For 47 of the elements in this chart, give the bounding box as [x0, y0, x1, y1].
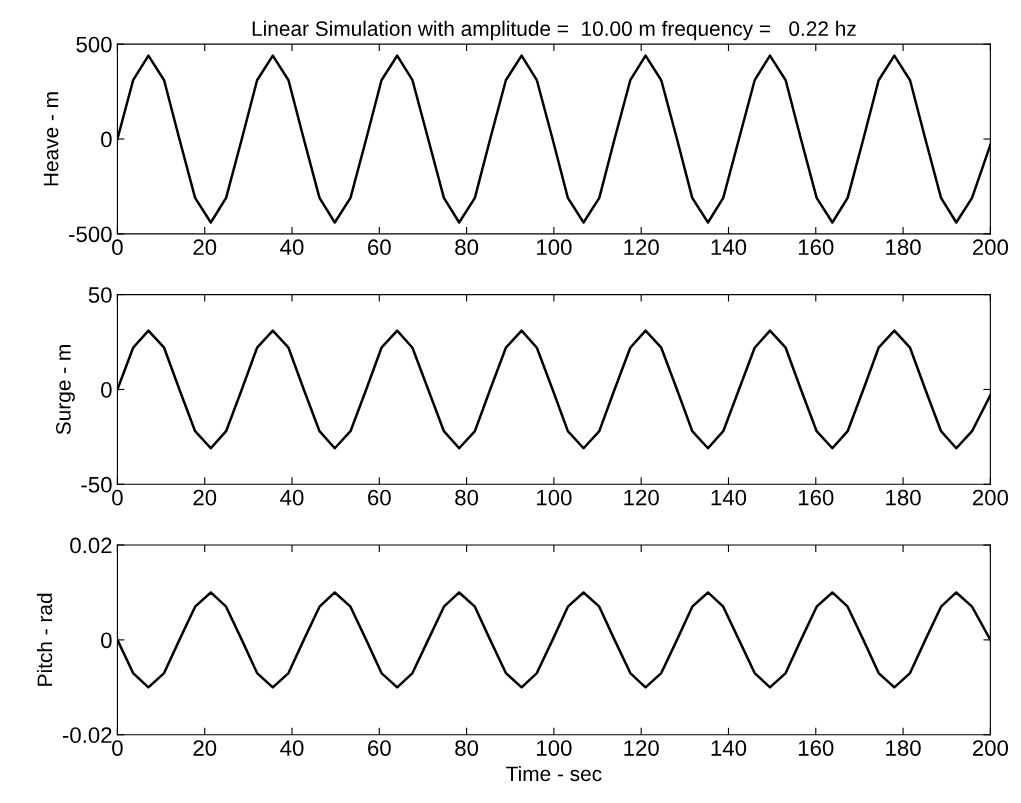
y-tick-label: -500 [69, 226, 112, 243]
x-tick-label: 140 [711, 740, 747, 756]
x-tick-label: 0 [112, 239, 123, 256]
x-tick-label: 120 [624, 740, 659, 756]
y-tick-label: 0.02 [70, 537, 112, 554]
y-tick-label: -0.02 [62, 727, 112, 744]
y-axis-title: Heave - m [43, 92, 59, 186]
x-tick-label: 180 [886, 239, 921, 256]
x-tick-label: 20 [193, 489, 217, 506]
x-tick-label: 60 [368, 489, 391, 506]
x-tick-label: 140 [711, 489, 747, 506]
x-tick-label: 160 [798, 239, 834, 256]
chart-title: Linear Simulation with amplitude = 10.00 m frequency = 0.22 hz [252, 20, 856, 41]
x-tick-label: 0 [112, 740, 123, 756]
x-tick-label: 100 [537, 489, 572, 506]
x-tick-label: 160 [798, 489, 834, 506]
x-tick-label: 180 [886, 740, 921, 756]
x-tick-label: 120 [624, 239, 659, 256]
x-axis-title: Time - sec [506, 765, 602, 782]
x-tick-label: 80 [455, 489, 479, 506]
x-tick-label: 40 [280, 239, 304, 256]
x-tick-label: 200 [972, 740, 1009, 756]
x-tick-label: 20 [193, 740, 217, 756]
x-tick-label: 40 [280, 740, 304, 756]
x-tick-label: 100 [537, 239, 572, 256]
y-axis-title: Pitch - rad [36, 593, 53, 686]
x-tick-label: 60 [368, 239, 391, 256]
y-tick-label: 50 [88, 287, 112, 303]
x-tick-label: 200 [972, 489, 1009, 506]
x-tick-label: 80 [455, 239, 479, 256]
x-tick-label: 0 [112, 489, 123, 506]
x-tick-label: 80 [455, 740, 479, 756]
x-tick-label: 120 [624, 489, 659, 506]
y-tick-label: -50 [81, 476, 112, 493]
x-tick-label: 100 [537, 740, 572, 756]
y-tick-label: 0 [101, 131, 112, 148]
y-tick-label: 0 [101, 381, 112, 398]
x-tick-label: 20 [193, 239, 217, 256]
y-tick-label: 500 [76, 36, 112, 53]
x-tick-label: 140 [711, 239, 747, 256]
x-tick-label: 200 [972, 239, 1009, 256]
y-axis-title: Surge - m [56, 345, 75, 435]
x-tick-label: 180 [886, 489, 921, 506]
y-tick-label: 0 [101, 632, 112, 649]
x-tick-label: 40 [280, 489, 304, 506]
x-tick-label: 60 [368, 740, 391, 756]
x-tick-label: 160 [798, 740, 834, 756]
